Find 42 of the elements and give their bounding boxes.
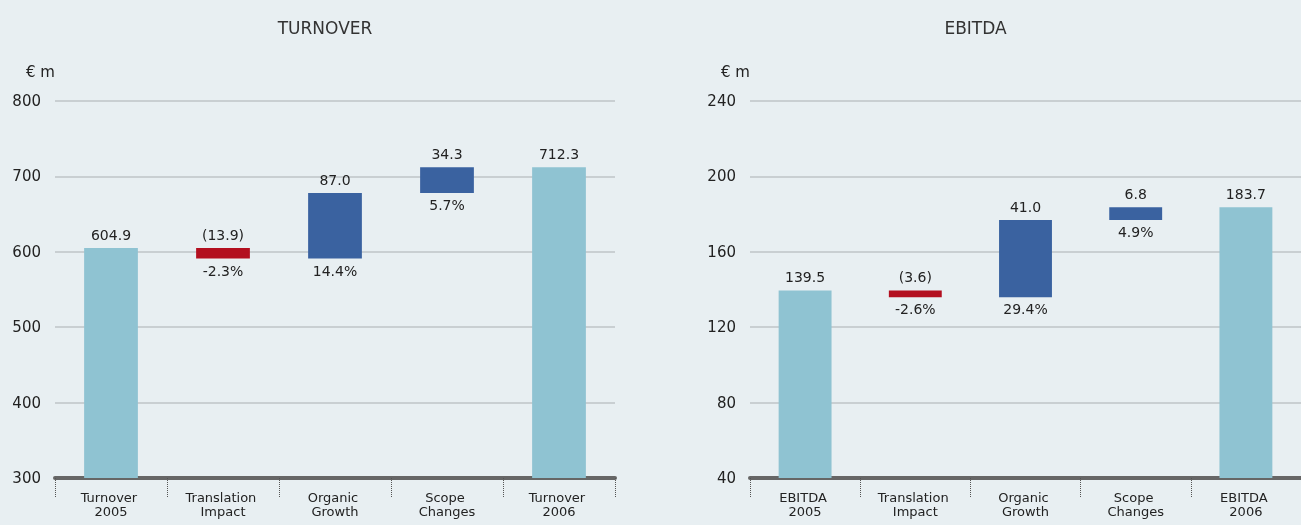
annotation: 29.4% — [1003, 301, 1048, 318]
y-tick-label: 160 — [707, 242, 736, 261]
x-tick-label: Organic Growth — [307, 489, 363, 519]
chart-title: TURNOVER — [276, 17, 373, 38]
y-tick-label: 120 — [707, 318, 736, 337]
y-tick-label: 40 — [716, 469, 736, 487]
x-tick-label: Turnover 2006 — [527, 489, 590, 519]
x-tick-label: Turnover 2005 — [79, 489, 142, 519]
y-tick-label: 800 — [12, 92, 41, 110]
y-tick-label: 700 — [12, 167, 41, 186]
x-tick-label: Translation Impact — [184, 489, 261, 519]
data-label: (3.6) — [898, 269, 932, 286]
x-tick-label: Scope Changes — [418, 489, 476, 519]
x-tick-label: EBITDA 2006 — [1220, 489, 1272, 519]
annotation: -2.3% — [202, 262, 244, 279]
y-tick-label: 240 — [707, 92, 736, 110]
data-label: 139.5 — [785, 269, 826, 286]
data-label: 183.7 — [1225, 186, 1266, 203]
y-axis-title: € m — [26, 62, 55, 81]
x-tick-label: EBITDA 2005 — [779, 489, 831, 519]
y-tick-label: 500 — [12, 318, 41, 337]
y-tick-label: 300 — [12, 469, 41, 487]
y-tick-label: 200 — [707, 167, 736, 186]
y-tick-label: 400 — [12, 393, 41, 412]
x-tick-label: Scope Changes — [1107, 489, 1165, 519]
y-axis-title: € m — [721, 62, 750, 81]
data-label: (13.9) — [201, 227, 245, 244]
data-label: 87.0 — [319, 171, 351, 188]
annotation: 4.9% — [1117, 223, 1154, 240]
data-label: 604.9 — [90, 227, 132, 244]
annotation: -2.6% — [894, 301, 936, 318]
annotation: 14.4% — [312, 262, 358, 279]
y-tick-label: 80 — [716, 393, 736, 412]
data-label: 34.3 — [431, 146, 463, 163]
x-tick-label: Translation Impact — [876, 489, 953, 519]
annotation: 5.7% — [429, 196, 465, 213]
data-label: 712.3 — [538, 146, 580, 163]
x-tick-label: Organic Growth — [998, 489, 1053, 519]
data-label: 41.0 — [1009, 198, 1042, 215]
chart-title: EBITDA — [944, 17, 1007, 38]
data-label: 6.8 — [1124, 186, 1147, 203]
y-tick-label: 600 — [12, 242, 41, 261]
